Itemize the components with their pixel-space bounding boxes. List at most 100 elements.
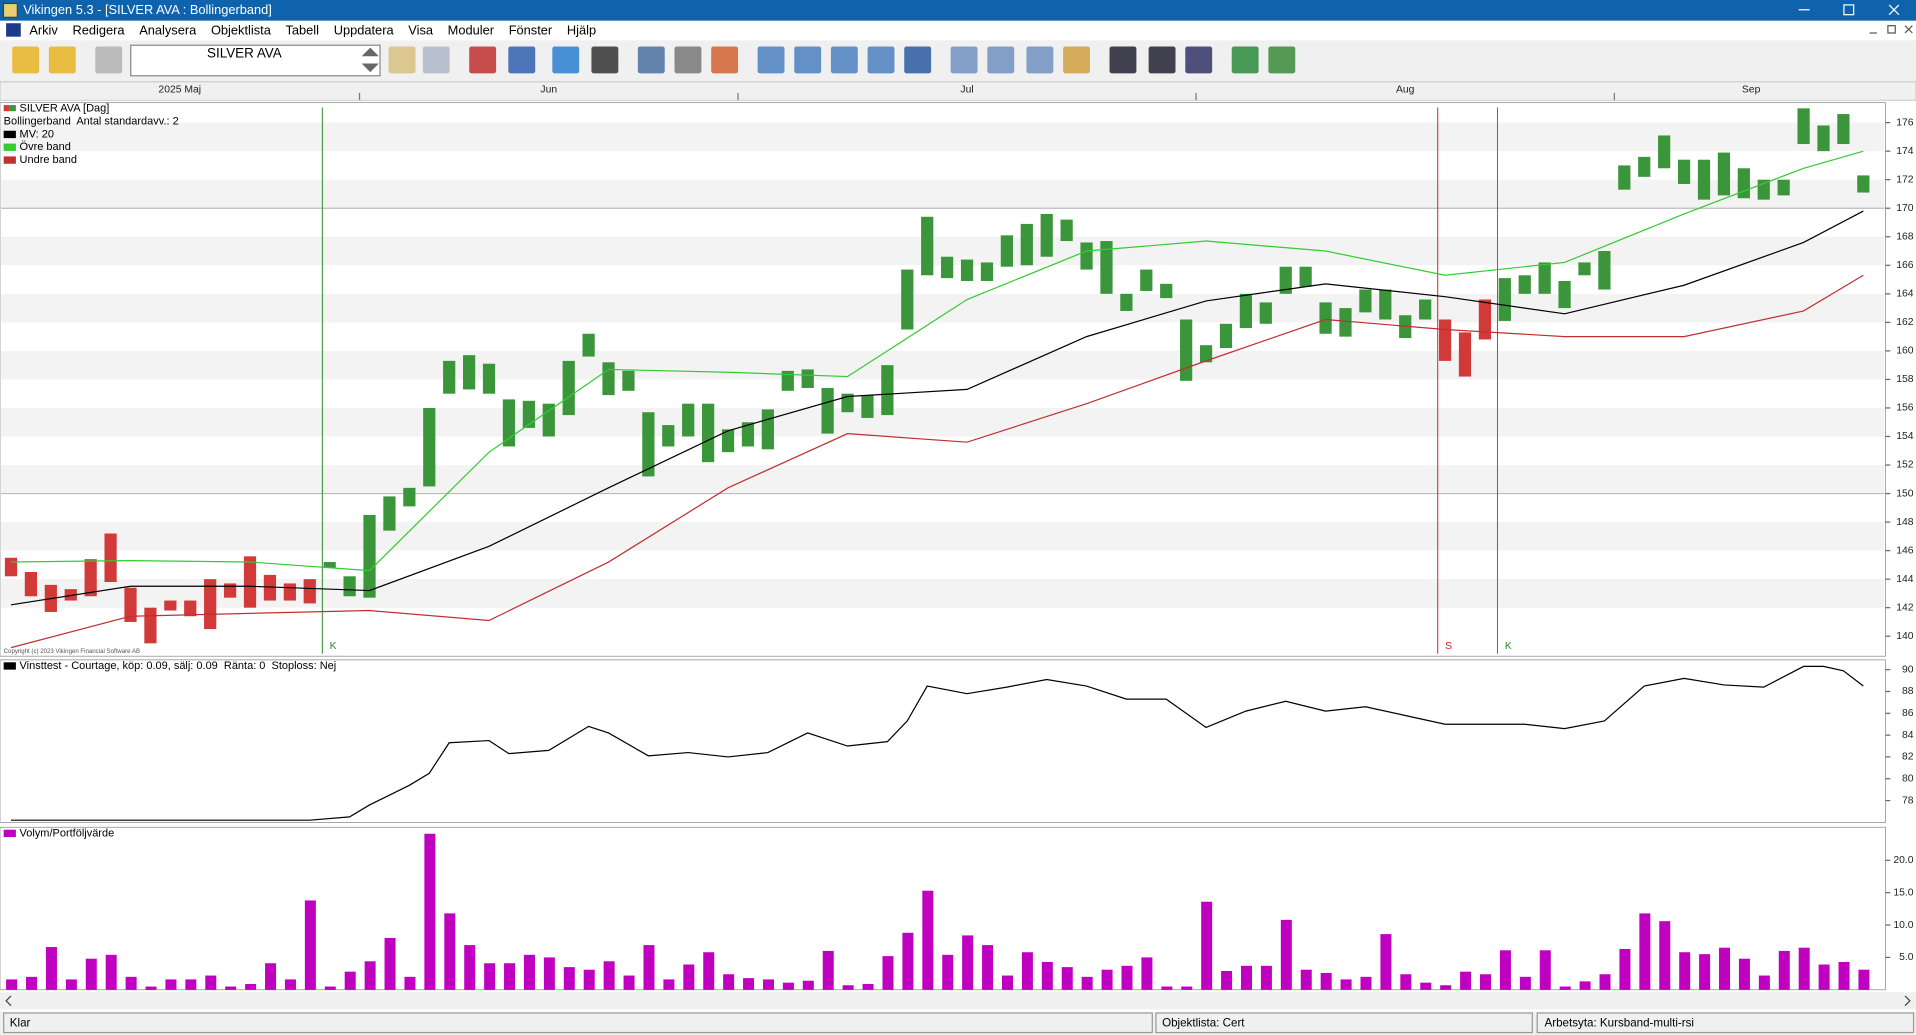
volume-bar — [1041, 961, 1053, 990]
toolbar-button[interactable] — [711, 46, 739, 74]
toolbar-button[interactable] — [591, 46, 619, 74]
volume-bar — [1699, 954, 1711, 990]
price-bar — [1299, 266, 1312, 287]
volume-bar — [1619, 948, 1631, 990]
menu-item[interactable]: Hjälp — [567, 23, 596, 38]
scrollbar[interactable] — [0, 992, 1916, 1010]
volume-bar — [1719, 947, 1731, 990]
spin-down[interactable] — [361, 63, 379, 73]
price-bar — [941, 256, 954, 279]
child-restore[interactable] — [1887, 25, 1896, 34]
volume-bar — [822, 950, 834, 990]
volume-bar — [185, 979, 197, 990]
grid-band — [1, 293, 1885, 323]
toolbar-button[interactable] — [1148, 46, 1176, 74]
menu-item[interactable]: Analysera — [139, 23, 197, 38]
y-tick-label: 168 — [1896, 231, 1914, 242]
menu-item[interactable]: Objektlista — [211, 23, 272, 38]
toolbar-button[interactable] — [388, 46, 416, 74]
toolbar-button[interactable] — [469, 46, 497, 74]
toolbar-button[interactable] — [1231, 46, 1259, 74]
price-bar — [901, 269, 914, 330]
toolbar-button[interactable] — [95, 46, 123, 74]
y-tick-label: 162 — [1896, 317, 1914, 328]
toolbar-button[interactable] — [867, 46, 895, 74]
volume-bar — [26, 976, 38, 990]
toolbar-icons — [12, 46, 1296, 74]
grid-band — [1, 350, 1885, 380]
volume-bar — [1758, 975, 1770, 990]
menu-item[interactable]: Fönster — [509, 23, 553, 38]
object-field[interactable] — [130, 44, 381, 77]
price-bar — [1080, 242, 1093, 270]
toolbar-button[interactable] — [1109, 46, 1137, 74]
toolbar-button[interactable] — [422, 46, 450, 74]
toolbar-button[interactable] — [552, 46, 580, 74]
volume-bar — [1241, 965, 1252, 990]
toolbar-button[interactable] — [904, 46, 932, 74]
price-bar — [283, 583, 296, 601]
volume-bar — [1121, 965, 1133, 990]
close-button[interactable] — [1888, 4, 1900, 16]
menu-item[interactable]: Visa — [408, 23, 434, 38]
price-bar — [1737, 168, 1750, 199]
volume-bar — [743, 978, 755, 990]
toolbar-button[interactable] — [637, 46, 665, 74]
toolbar-button[interactable] — [508, 46, 536, 74]
toolbar-button[interactable] — [950, 46, 978, 74]
volume-bar — [782, 982, 794, 990]
toolbar-button[interactable] — [830, 46, 858, 74]
volume-bar — [504, 963, 516, 990]
y-tick-label: 152 — [1896, 460, 1914, 471]
spin-up[interactable] — [361, 47, 379, 57]
menu-item[interactable]: Moduler — [448, 23, 495, 38]
menu-item[interactable]: Tabell — [285, 23, 319, 38]
volume-bar — [205, 975, 217, 990]
price-bar — [1677, 159, 1691, 184]
price-bar — [482, 363, 496, 394]
price-bar — [1259, 302, 1272, 324]
menu-item[interactable]: Arkiv — [29, 23, 58, 38]
price-bar — [1279, 266, 1292, 294]
toolbar-button[interactable] — [48, 46, 76, 74]
toolbar-button[interactable] — [1268, 46, 1296, 74]
restore-button[interactable] — [1843, 4, 1855, 16]
scroll-arrows[interactable] — [5, 995, 1911, 1007]
y-tick-label: 144 — [1896, 574, 1914, 585]
toolbar-button[interactable] — [987, 46, 1015, 74]
volume-bar — [1021, 952, 1033, 990]
volume-bar — [344, 971, 356, 990]
toolbar-button[interactable] — [12, 46, 40, 74]
volume-bar — [1858, 969, 1870, 990]
signal-label: K — [1505, 641, 1512, 652]
toolbar-button[interactable] — [1063, 46, 1090, 74]
price-bar — [502, 399, 516, 447]
volume-bar — [105, 954, 117, 990]
price-bar — [1578, 262, 1591, 276]
menu-bar — [0, 20, 1916, 41]
status-text: Klar — [10, 1016, 31, 1029]
price-bar — [721, 429, 735, 453]
menu-item[interactable]: Uppdatera — [334, 23, 395, 38]
legend-swatch — [3, 156, 16, 164]
volume-bar — [1380, 934, 1392, 990]
price-bar — [184, 600, 197, 617]
y-tick-label: 148 — [1896, 517, 1914, 528]
toolbar-button[interactable] — [674, 46, 702, 74]
status-text: Arbetsyta: Kursband-multi-rsi — [1545, 1016, 1694, 1029]
toolbar-button[interactable] — [1026, 46, 1054, 74]
price-bar — [423, 407, 436, 487]
toolbar-button[interactable] — [794, 46, 822, 74]
toolbar-button[interactable] — [757, 46, 785, 74]
volume-bar — [1260, 965, 1272, 990]
price-bar — [522, 400, 535, 428]
menu-item[interactable]: Redigera — [73, 23, 126, 38]
price-bar — [1180, 319, 1193, 381]
volume-bar — [583, 969, 595, 990]
volume-bar — [225, 986, 237, 990]
price-bar — [24, 572, 38, 597]
price-bar — [1199, 345, 1213, 363]
price-bar — [1339, 308, 1352, 337]
child-close[interactable] — [1904, 25, 1913, 34]
toolbar-button[interactable] — [1185, 46, 1213, 74]
